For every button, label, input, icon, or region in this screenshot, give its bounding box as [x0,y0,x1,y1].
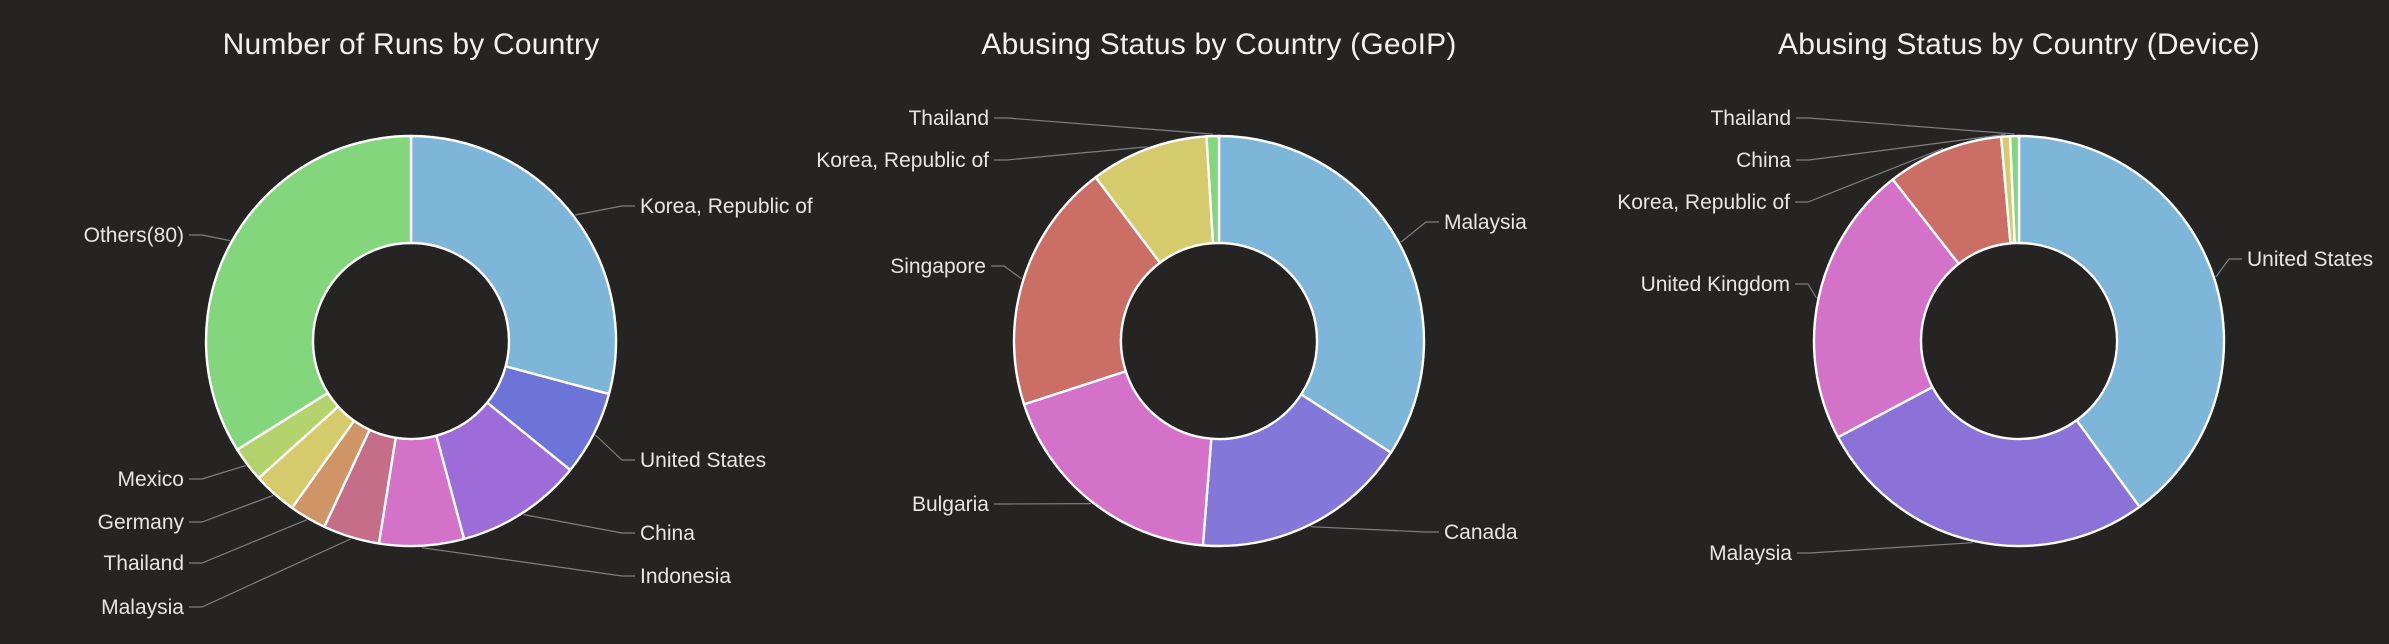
slice-label: Mexico [117,468,184,491]
chart-title-runs-by-country: Number of Runs by Country [222,28,600,61]
label-leader-line [994,146,1148,161]
pie-slice-0-0[interactable] [409,134,618,396]
label-leader-line [1795,147,1944,203]
slice-label: Korea, Republic of [640,195,813,218]
label-leader-line [523,514,635,534]
pie-slice-2-2[interactable] [1812,178,1960,439]
label-leader-line [1400,221,1439,243]
pie-slice-2-1[interactable] [1836,385,2141,548]
pie-slice-0-8[interactable] [204,134,413,451]
label-leader-line [1796,117,2015,135]
slice-label: Thailand [1710,107,1791,130]
label-leader-line [1797,542,1973,554]
slice-label: Singapore [890,255,986,278]
label-leader-line [189,519,307,564]
slice-label: Korea, Republic of [816,149,989,172]
slice-label: Thailand [908,107,989,130]
slice-label: United Kingdom [1641,273,1790,296]
pie-slice-1-3[interactable] [1012,176,1162,406]
label-leader-line [189,538,351,608]
slice-label: China [1736,149,1791,172]
label-leader-line [575,205,635,216]
slice-label: Malaysia [1444,211,1527,234]
pie-slice-1-5[interactable] [1205,134,1221,245]
slice-label: United States [640,449,766,472]
label-leader-line [1796,133,2006,161]
pie-slice-2-5[interactable] [2008,134,2021,245]
label-leader-line [1795,283,1818,299]
slice-label: Bulgaria [912,493,989,516]
pie-slice-1-1[interactable] [1201,393,1393,548]
label-leader-line [991,265,1022,280]
label-leader-line [421,547,635,577]
slice-label: United States [2247,248,2373,271]
slice-label: Korea, Republic of [1617,191,1790,214]
label-leader-line [594,434,635,461]
label-leader-line [2215,258,2242,278]
slice-label: Others(80) [84,224,184,247]
label-leader-line [1310,526,1439,533]
label-leader-line [189,234,231,242]
label-leader-line [189,494,274,523]
label-leader-line [189,465,246,480]
pie-slice-1-0[interactable] [1217,134,1426,454]
slice-label: Germany [98,511,185,534]
slice-label: Malaysia [1709,542,1792,565]
slice-label: Canada [1444,521,1518,544]
pie-slice-1-2[interactable] [1022,370,1213,547]
slice-label: Malaysia [101,596,184,619]
label-leader-line [994,117,1213,135]
slice-label: Thailand [103,552,184,575]
slice-label: Indonesia [640,565,731,588]
chart-title-abusing-status-device: Abusing Status by Country (Device) [1777,28,2261,61]
chart-title-abusing-status-geoip: Abusing Status by Country (GeoIP) [981,28,1457,61]
pie-slice-2-0[interactable] [2017,134,2226,509]
slice-label: China [640,522,695,545]
